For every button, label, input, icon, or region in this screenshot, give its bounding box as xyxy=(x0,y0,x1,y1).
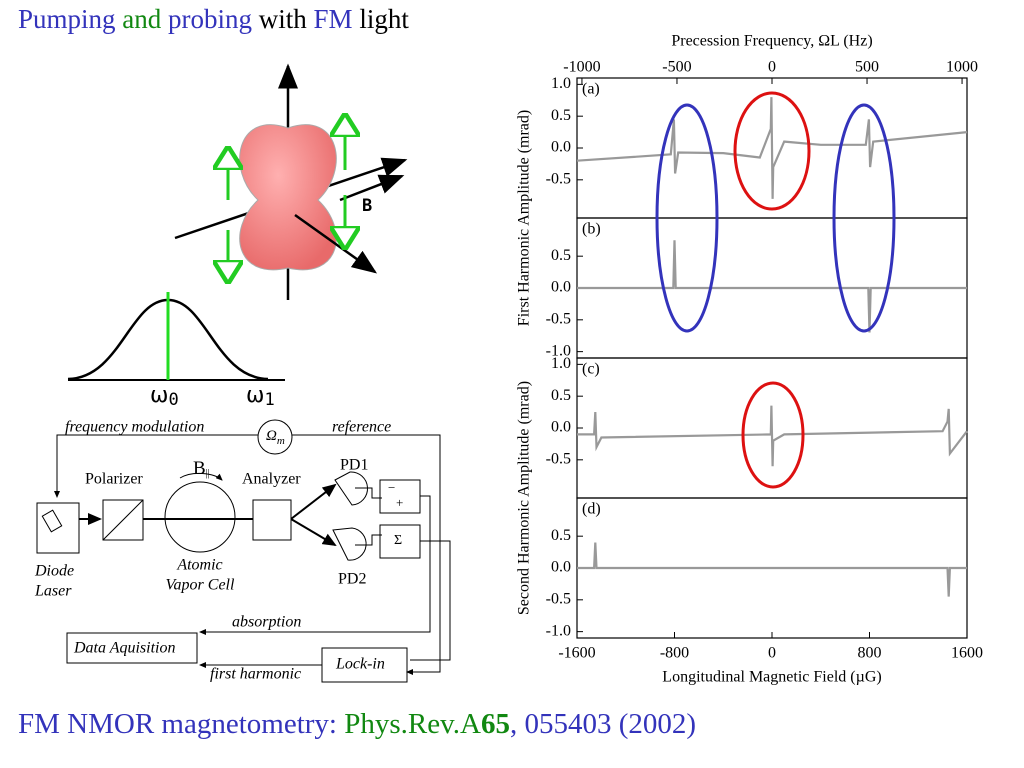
setup-labels: frequency modulation Ωm reference Polari… xyxy=(34,419,403,683)
footer-part: , 055403 (2002) xyxy=(509,708,697,740)
polarizer-label: Polarizer xyxy=(85,471,143,488)
omega-m-symbol: Ω xyxy=(266,428,277,444)
bpar-sub: || xyxy=(206,468,210,479)
omega0-label: ω0 xyxy=(150,383,179,410)
data-line xyxy=(576,97,968,199)
analyzer-label: Analyzer xyxy=(242,471,301,488)
title-word: Pumping xyxy=(18,4,116,34)
x2-tick-label: -1000 xyxy=(563,59,600,76)
panel-label: (d) xyxy=(582,501,601,518)
title-word: light xyxy=(359,4,409,34)
title-word: with xyxy=(258,4,307,34)
cell-label: Vapor Cell xyxy=(166,577,235,594)
omega1-label: ω1 xyxy=(246,383,275,410)
absorption-label: absorption xyxy=(232,614,301,631)
panel-label: (b) xyxy=(582,221,601,238)
x-axis-label: Longitudinal Magnetic Field (µG) xyxy=(662,669,881,686)
minus-label: − xyxy=(388,480,395,495)
y-tick-label: 1.0 xyxy=(551,355,571,372)
footer-part: FM NMOR magnetometry: xyxy=(18,708,345,740)
annotations xyxy=(655,91,896,489)
y-tick-label: 0.5 xyxy=(551,527,571,544)
y-tick-label: -0.5 xyxy=(546,590,571,607)
x-tick-label: 0 xyxy=(768,645,776,662)
y-tick-label: 0.0 xyxy=(551,559,571,576)
y-tick-label: -1.0 xyxy=(546,622,571,639)
data-line xyxy=(577,405,968,467)
omega0-symbol: ω xyxy=(150,383,168,408)
x2-tick-label: 500 xyxy=(855,59,879,76)
y-tick-label: -0.5 xyxy=(546,170,571,187)
omega1-symbol: ω xyxy=(246,383,264,408)
chart: 1.0 0.5 0.0 -0.5 (a) -1000 -500 0 500 1000 Precess… xyxy=(516,33,983,686)
data-line xyxy=(577,542,967,597)
panel-label: (a) xyxy=(582,81,600,98)
y-tick-label: 0.0 xyxy=(551,139,571,156)
lockin-label: Lock-in xyxy=(335,656,385,673)
omega-m-sub: m xyxy=(277,435,285,447)
laser-label: Laser xyxy=(34,583,72,600)
x-tick-label: -1600 xyxy=(558,645,595,662)
sigma-label: Σ xyxy=(394,533,402,548)
y-tick-label: -0.5 xyxy=(546,310,571,327)
data-line xyxy=(577,240,967,333)
pd2-label: PD2 xyxy=(338,571,366,588)
harmonic-label: first harmonic xyxy=(210,666,301,683)
reference-label: reference xyxy=(332,419,391,436)
atom-picture: B xyxy=(174,63,408,300)
y-tick-label: 0.0 xyxy=(551,419,571,436)
y-tick-label: -1.0 xyxy=(546,342,571,359)
laser-label: Diode xyxy=(34,563,74,580)
bpar-label: B|| xyxy=(193,458,210,479)
title-word: and xyxy=(122,4,162,34)
field-label: B xyxy=(362,196,372,216)
panel-label: (c) xyxy=(582,361,600,378)
fm-label: frequency modulation xyxy=(65,419,204,436)
y-tick-label: 0.5 xyxy=(551,107,571,124)
title-word: FM xyxy=(313,4,353,34)
footer-part: Phys.Rev.A xyxy=(344,708,481,740)
slide-footer: FM NMOR magnetometry: Phys.Rev.A65, 0554… xyxy=(18,708,696,741)
daq-label: Data Aquisition xyxy=(73,640,176,657)
x2-tick-label: -500 xyxy=(662,59,691,76)
x2-tick-label: 0 xyxy=(768,59,776,76)
y-tick-label: 0.0 xyxy=(551,279,571,296)
x2-tick-label: 1000 xyxy=(946,59,978,76)
bpar-symbol: B xyxy=(193,458,206,479)
setup-diagram xyxy=(36,419,451,683)
omega0-sub: 0 xyxy=(168,390,178,410)
slide-title: Pumping and probing with FM light xyxy=(18,4,409,35)
y-tick-label: 0.5 xyxy=(551,247,571,264)
y-tick-label: -0.5 xyxy=(546,450,571,467)
x-tick-label: 800 xyxy=(858,645,882,662)
y-tick-label: 0.5 xyxy=(551,387,571,404)
footer-part: 65 xyxy=(480,708,510,740)
x-tick-label: -800 xyxy=(660,645,689,662)
x2-axis-label: Precession Frequency, ΩL (Hz) xyxy=(671,33,872,50)
plus-label: + xyxy=(396,495,403,510)
cell-label: Atomic xyxy=(176,557,222,574)
omega1-sub: 1 xyxy=(264,390,274,410)
pd1-label: PD1 xyxy=(340,457,368,474)
y-tick-label: 1.0 xyxy=(551,75,571,92)
y-axis-label: Second Harmonic Amplitude (mrad) xyxy=(516,381,533,615)
omega-m-label: Ωm xyxy=(266,428,285,446)
spectrum-picture: ω0 ω1 xyxy=(67,292,285,410)
title-word: probing xyxy=(168,4,253,34)
y-axis-label: First Harmonic Amplitude (mrad) xyxy=(516,110,533,326)
x-tick-label: 1600 xyxy=(951,645,983,662)
